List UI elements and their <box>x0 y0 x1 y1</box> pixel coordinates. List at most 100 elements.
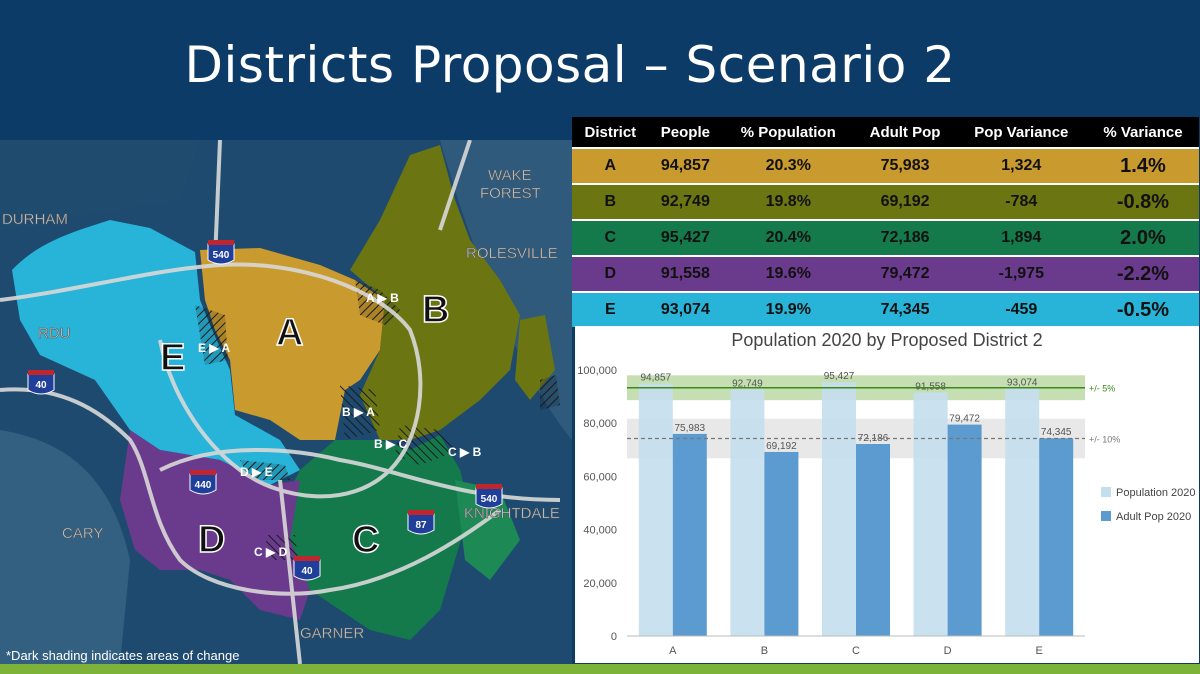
bar-adult-pop-C <box>856 443 890 636</box>
bar-population-E <box>1005 388 1040 636</box>
table-row: D 91,558 19.6% 79,472 -1,975 -2.2% <box>572 255 1199 292</box>
map-label-d: D <box>198 519 225 561</box>
cell-people: 94,857 <box>648 147 723 184</box>
district-b-region <box>350 145 520 440</box>
y-tick-label: 20,000 <box>583 578 617 590</box>
cell-pop-variance: -459 <box>955 291 1087 327</box>
map-change-d-to-e: D ▶ E <box>240 465 273 479</box>
data-label: 95,427 <box>824 371 855 382</box>
column-header-people: People <box>648 117 723 148</box>
cell-pct-variance: 1.4% <box>1086 147 1199 184</box>
bar-adult-pop-E <box>1039 438 1074 636</box>
table-row: A 94,857 20.3% 75,983 1,324 1.4% <box>572 147 1199 184</box>
table-row: C 95,427 20.4% 72,186 1,894 2.0% <box>572 219 1199 256</box>
cell-pct-population: 19.9% <box>722 291 855 327</box>
map-change-a-to-b: A ▶ B <box>366 291 399 305</box>
cell-district: C <box>572 219 649 256</box>
table-row: E 93,074 19.9% 74,345 -459 -0.5% <box>572 291 1199 327</box>
district-d-region <box>120 430 310 620</box>
x-tick-label: C <box>852 645 860 657</box>
cell-pop-variance: 1,324 <box>955 147 1087 184</box>
cell-adult-pop: 79,472 <box>854 255 956 292</box>
data-label: 94,857 <box>641 373 672 384</box>
highway-shield-540-north: 540 <box>207 240 235 265</box>
cell-pct-population: 20.3% <box>722 147 855 184</box>
legend-label: Population 2020 <box>1116 487 1196 499</box>
svg-text:40: 40 <box>301 566 313 577</box>
y-tick-label: 100,000 <box>577 365 617 377</box>
cell-pct-variance: -0.8% <box>1086 183 1199 220</box>
cell-pct-population: 20.4% <box>722 219 855 256</box>
column-header-pct-variance: % Variance <box>1086 117 1199 148</box>
svg-text:540: 540 <box>213 250 230 261</box>
chart-title: Population 2020 by Proposed District 2 <box>731 330 1042 350</box>
map-place-forest: FOREST <box>480 185 541 202</box>
map-place-rolesville: ROLESVILLE <box>466 245 558 262</box>
map-change-c-to-d: C ▶ D <box>254 545 288 559</box>
x-tick-label: A <box>669 645 677 657</box>
y-tick-label: 60,000 <box>583 471 617 483</box>
map-change-c-to-b: C ▶ B <box>448 445 482 459</box>
district-map-svg: DURHAM RDU CARY WAKE FOREST ROLESVILLE K… <box>0 140 572 664</box>
x-tick-label: B <box>761 645 768 657</box>
data-label: 69,192 <box>766 441 797 452</box>
data-label: 75,983 <box>675 423 706 434</box>
column-header-pct-population: % Population <box>722 117 855 148</box>
data-label: 79,472 <box>949 414 980 425</box>
map-change-b-to-c: B ▶ C <box>374 437 408 451</box>
highway-shield-87: 87 <box>407 510 435 535</box>
map-place-wake: WAKE <box>488 167 532 184</box>
svg-text:540: 540 <box>481 494 498 505</box>
cell-people: 91,558 <box>648 255 723 292</box>
cell-people: 92,749 <box>648 183 723 220</box>
cell-pct-variance: -0.5% <box>1086 291 1199 327</box>
district-map: DURHAM RDU CARY WAKE FOREST ROLESVILLE K… <box>0 140 572 664</box>
map-place-knightdale: KNIGHTDALE <box>464 505 560 522</box>
cell-pct-variance: -2.2% <box>1086 255 1199 292</box>
highway-shield-540-east: 540 <box>475 484 503 509</box>
y-tick-label: 80,000 <box>583 418 617 430</box>
bar-adult-pop-D <box>947 424 982 636</box>
data-label: 93,074 <box>1007 377 1038 388</box>
x-tick-label: D <box>944 645 952 657</box>
map-label-c: C <box>352 519 379 561</box>
svg-text:440: 440 <box>195 480 212 491</box>
table-header-row: District People % Population Adult Pop P… <box>572 117 1199 148</box>
bar-population-C <box>822 382 856 636</box>
cell-adult-pop: 69,192 <box>854 183 956 220</box>
cell-district: D <box>572 255 649 292</box>
legend-swatch <box>1101 511 1111 521</box>
bar-population-D <box>913 392 948 636</box>
variance-band-label: +/- 5% <box>1089 384 1115 394</box>
map-place-cary: CARY <box>62 525 103 542</box>
data-label: 74,345 <box>1041 427 1072 438</box>
column-header-pop-variance: Pop Variance <box>955 117 1087 148</box>
column-header-district: District <box>572 117 649 148</box>
district-a-region <box>200 248 385 440</box>
table-row: B 92,749 19.8% 69,192 -784 -0.8% <box>572 183 1199 220</box>
bar-adult-pop-A <box>672 433 707 636</box>
chart-panel: Population 2020 by Proposed District 2 94… <box>575 326 1199 663</box>
cell-people: 93,074 <box>648 291 723 327</box>
cell-adult-pop: 75,983 <box>854 147 956 184</box>
column-header-adult-pop: Adult Pop <box>854 117 956 148</box>
highway-shield-40-south: 40 <box>293 556 321 581</box>
cell-adult-pop: 74,345 <box>854 291 956 327</box>
x-tick-label: E <box>1036 645 1043 657</box>
cell-pct-population: 19.6% <box>722 255 855 292</box>
bar-population-B <box>730 389 765 636</box>
cell-pop-variance: -1,975 <box>955 255 1087 292</box>
district-table: District People % Population Adult Pop P… <box>572 117 1199 327</box>
bar-population-A <box>638 383 673 636</box>
legend-label: Adult Pop 2020 <box>1116 511 1191 523</box>
population-chart: Population 2020 by Proposed District 2 94… <box>577 330 1196 657</box>
cell-district: A <box>572 147 649 184</box>
footnote: *Dark shading indicates areas of change <box>6 648 240 663</box>
map-change-b-to-a: B ▶ A <box>342 405 375 419</box>
highway-shield-440: 440 <box>189 470 217 495</box>
map-place-rdu: RDU <box>38 325 71 342</box>
highway-shield-40-west: 40 <box>27 370 55 395</box>
map-label-b: B <box>422 289 449 331</box>
data-label: 92,749 <box>732 378 763 389</box>
